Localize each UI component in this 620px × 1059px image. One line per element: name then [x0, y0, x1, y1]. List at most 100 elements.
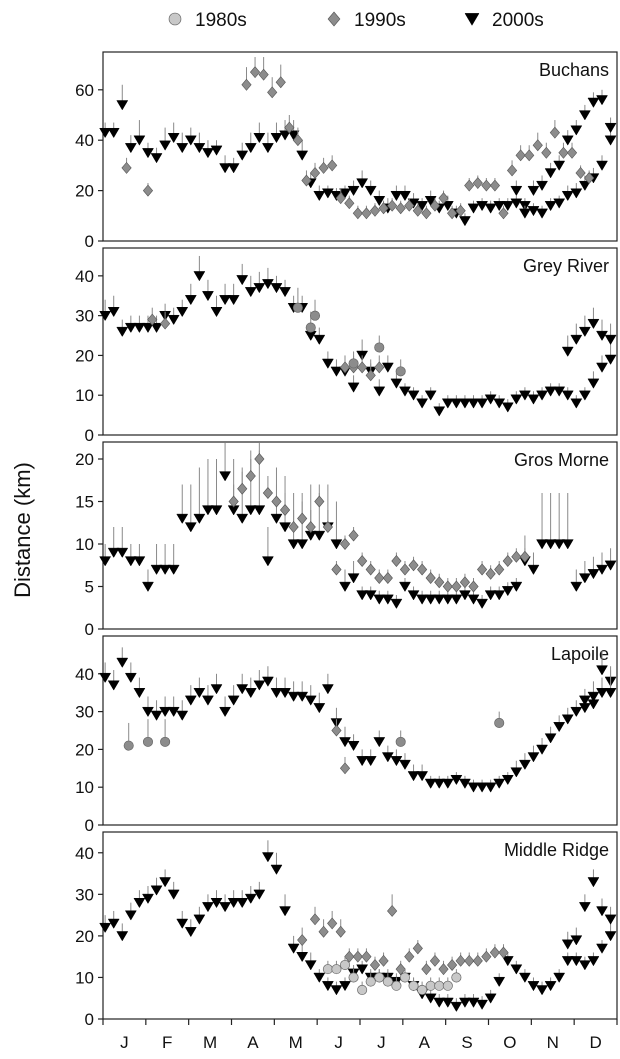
- data-point: [553, 972, 566, 983]
- data-point: [253, 133, 266, 144]
- data-point: [536, 539, 548, 550]
- x-tick-label: A: [247, 1033, 259, 1052]
- data-point: [249, 66, 261, 79]
- data-point: [347, 740, 360, 752]
- data-point: [167, 133, 180, 144]
- data-point: [202, 291, 214, 302]
- data-point: [434, 980, 445, 991]
- data-point: [330, 539, 343, 550]
- data-point: [245, 470, 256, 482]
- data-point: [322, 521, 333, 533]
- data-point: [425, 980, 436, 991]
- x-tick-label: M: [289, 1033, 303, 1052]
- data-point: [570, 188, 583, 199]
- panel-gros-morne: Gros Morne 0 5 10 15 20: [75, 441, 618, 639]
- data-point: [424, 778, 437, 789]
- data-point: [313, 972, 326, 983]
- data-point: [553, 160, 566, 171]
- data-point: [467, 398, 480, 409]
- data-point: [476, 782, 489, 793]
- data-point: [570, 398, 583, 409]
- data-point: [267, 86, 278, 99]
- data-point: [219, 295, 232, 306]
- data-point: [347, 382, 360, 393]
- data-point: [578, 902, 591, 913]
- data-point: [159, 564, 172, 575]
- data-point: [387, 904, 398, 917]
- data-point: [142, 184, 154, 197]
- data-point: [133, 556, 146, 567]
- y-tick-label: 30: [75, 307, 94, 326]
- data-point: [297, 512, 308, 525]
- data-point: [527, 752, 540, 763]
- data-point: [429, 954, 441, 967]
- data-point: [107, 127, 120, 139]
- data-point: [570, 334, 583, 345]
- data-point: [578, 960, 591, 971]
- data-point: [544, 168, 557, 179]
- data-point: [124, 143, 137, 154]
- data-point: [313, 190, 326, 202]
- data-point: [455, 204, 466, 217]
- data-point: [561, 190, 574, 202]
- data-point: [150, 153, 163, 164]
- y-tick-label: 30: [75, 703, 94, 722]
- legend-label: 1990s: [354, 10, 406, 31]
- data-point: [184, 295, 197, 306]
- data-point: [484, 394, 497, 405]
- data-point: [578, 390, 591, 401]
- data-point: [412, 204, 423, 217]
- data-point: [527, 206, 540, 217]
- data-point: [167, 314, 180, 326]
- data-point: [510, 964, 523, 975]
- data-point: [476, 598, 489, 609]
- data-point: [481, 950, 492, 963]
- data-point: [321, 358, 334, 369]
- data-point: [279, 906, 291, 917]
- data-point: [253, 889, 266, 900]
- data-point: [494, 563, 505, 576]
- data-point: [467, 997, 480, 1008]
- data-point: [292, 302, 303, 313]
- data-point: [279, 522, 291, 533]
- x-tick-label: O: [503, 1033, 516, 1052]
- data-point: [381, 362, 394, 373]
- data-point: [184, 695, 197, 706]
- panel-title: Middle Ridge: [504, 840, 609, 860]
- panels: Buchans 0 20 40 60 Grey River 0 10 20 30 40 Gros Mo…: [75, 51, 618, 1029]
- data-point: [510, 767, 523, 778]
- data-point: [561, 939, 574, 950]
- data-point: [236, 897, 249, 909]
- data-point: [407, 771, 420, 782]
- data-point: [275, 76, 286, 89]
- data-point: [429, 199, 441, 212]
- y-tick-label: 10: [75, 968, 94, 987]
- y-tick-label: 0: [85, 816, 94, 835]
- data-point: [441, 398, 454, 409]
- series-1990s: [297, 894, 509, 976]
- data-point: [553, 198, 566, 209]
- data-point: [450, 594, 463, 605]
- data-point: [309, 913, 321, 926]
- legend-item-1990s: 1990s: [327, 10, 406, 31]
- y-tick-label: 20: [75, 182, 94, 201]
- data-point: [450, 1001, 463, 1012]
- data-point: [339, 981, 351, 992]
- data-point: [348, 529, 359, 542]
- data-point: [347, 573, 360, 584]
- data-point: [390, 190, 403, 202]
- data-point: [305, 521, 316, 533]
- x-tick-label: J: [334, 1033, 343, 1052]
- data-point: [271, 495, 282, 508]
- data-point: [356, 590, 369, 601]
- data-point: [596, 362, 608, 373]
- data-point: [107, 307, 120, 318]
- data-point: [489, 946, 500, 959]
- data-point: [236, 684, 249, 695]
- y-tick-label: 10: [75, 386, 94, 405]
- series-2000s: [561, 869, 617, 950]
- data-point: [364, 756, 377, 767]
- data-point: [382, 976, 393, 987]
- data-point: [322, 964, 333, 975]
